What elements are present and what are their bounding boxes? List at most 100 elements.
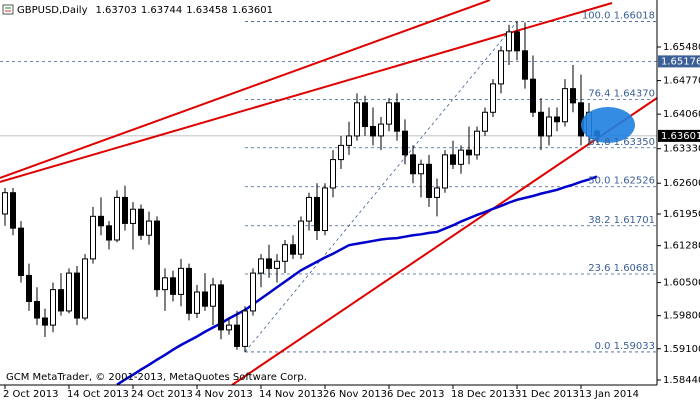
candle-body [338,144,344,161]
candle-body [218,284,224,331]
header: GBPUSD,Daily 1.63703 1.63744 1.63458 1.63601 [17,5,273,16]
candle-body [418,163,424,175]
x-tick-label: 13 Jan 2014 [579,389,639,400]
header-open: 1.63703 [96,5,137,16]
x-tick-label: 18 Dec 2013 [451,389,515,400]
candle-body [490,83,496,113]
y-tick-label: 1.63330 [663,144,700,155]
x-tick-label: 14 Oct 2013 [67,389,129,400]
header-close: 1.63601 [232,5,273,16]
y-tick-label: 1.65480 [663,42,700,53]
candle-body [330,159,336,189]
candle-body [114,196,120,241]
candle-body [26,274,32,302]
candle-body [234,324,240,347]
x-tick-label: 14 Nov 2013 [259,389,323,400]
candle-body [106,225,112,241]
candle-body [130,208,136,224]
candle-body [538,111,544,137]
candle-body [74,272,80,319]
candle-body [394,102,400,132]
candle-body [50,289,56,326]
candle-body [474,130,480,156]
y-tick-label: 1.62600 [663,178,700,189]
fib-label: 38.2 1.61701 [588,215,655,226]
candle-body [410,154,416,175]
candle-body [450,154,456,165]
candle-body [514,31,520,52]
candle-body [570,88,576,104]
candle-body [274,260,280,269]
candle-body [2,192,8,215]
highlight-ellipse [581,107,635,143]
candle-body [482,111,488,132]
candle-body [298,220,304,255]
candle-body [322,187,328,232]
header-high: 1.63744 [141,5,182,16]
y-tick-label: 1.64770 [663,76,700,87]
trend-line [0,0,491,179]
trend-line [231,97,657,385]
plot-area [0,0,657,385]
candle-body [386,102,392,125]
candle-body [98,215,104,227]
y-tick-label: 1.61280 [663,241,700,252]
price-label: 1.63601 [661,131,700,142]
candle-body [378,123,384,137]
x-tick-label: 31 Dec 2013 [515,389,579,400]
candle-body [122,196,128,224]
candle-body [146,220,152,236]
y-tick-label: 1.58440 [663,375,700,386]
candle-body [546,116,552,137]
candle-body [18,227,24,276]
x-tick-label: 4 Nov 2013 [195,389,253,400]
candle-body [178,267,184,295]
y-tick-label: 1.59100 [663,344,700,355]
symbol-title: GBPUSD,Daily [17,5,88,16]
candle-body [162,277,168,291]
candle-body [10,192,16,229]
candle-body [242,310,248,347]
candle-body [506,31,512,52]
candle-body [426,163,432,198]
candle-body [282,244,288,262]
price-label-box [658,129,700,142]
y-tick-label: 1.59800 [663,311,700,322]
candle-body [250,272,256,312]
candle-body [362,102,368,127]
candle-body [42,317,48,326]
candle-body [290,244,296,255]
candle-body [306,196,312,222]
fib-label: 76.4 1.64370 [588,89,655,100]
candle-body [66,272,72,312]
fib-label: 0.0 1.59033 [595,341,655,352]
footer: GCM MetaTrader, © 2001-2013, MetaQuotes … [6,372,307,383]
candle-body [226,324,232,331]
candle-body [58,289,64,312]
candle-body [346,135,352,146]
candle-body [186,267,192,314]
x-tick-label: 6 Dec 2013 [387,389,445,400]
candle-body [258,258,264,274]
symbol-icon [2,4,14,15]
candle-body [554,116,560,123]
hline-label: 1.65176 [661,56,700,67]
fib-label: 50.0 1.62526 [588,176,655,187]
candle-body [458,149,464,165]
x-tick-label: 24 Oct 2013 [131,389,193,400]
candle-body [266,258,272,269]
candle-body [370,125,376,137]
fib-label: 100.0 1.66018 [582,11,655,22]
candle-body [354,102,360,137]
candle-body [82,258,88,319]
fib-label: 61.8 1.63350 [588,137,655,148]
fib-label: 23.6 1.60681 [588,263,655,274]
y-tick-label: 1.60500 [663,278,700,289]
x-tick-label: 2 Oct 2013 [3,389,58,400]
x-tick-label: 26 Nov 2013 [323,389,387,400]
y-tick-label: 1.64060 [663,109,700,120]
candle-body [402,130,408,156]
candle-body [194,291,200,314]
